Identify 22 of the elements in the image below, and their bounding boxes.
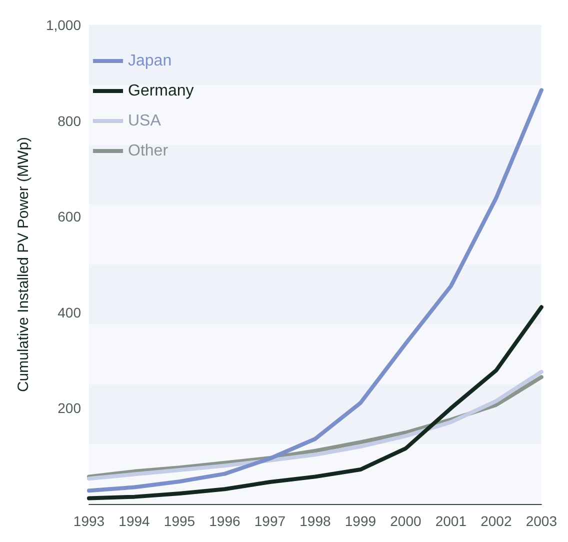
y-tick-label: 400	[58, 304, 82, 320]
legend-label: USA	[128, 112, 162, 130]
legend-label: Germany	[128, 82, 194, 100]
x-tick-label: 1998	[300, 513, 331, 529]
x-tick-label: 1996	[209, 513, 241, 529]
x-tick-label: 1995	[164, 513, 196, 529]
x-tick-label: 1999	[344, 513, 376, 529]
x-tick-label: 1997	[254, 513, 286, 529]
y-tick-label: 200	[58, 400, 82, 416]
y-tick-label: 600	[58, 208, 82, 225]
x-tick-label: 1993	[73, 513, 105, 529]
x-tick-label: 2002	[480, 513, 512, 529]
x-tick-label: 1994	[118, 513, 150, 529]
y-tick-label: 800	[58, 112, 82, 129]
x-tick-label: 2003	[526, 513, 558, 529]
x-tick-label: 2001	[435, 513, 467, 529]
line-series	[87, 305, 544, 500]
legend-label: Other	[128, 142, 169, 160]
y-axis-title: Cumulative Installed PV Power (MWp)	[15, 136, 32, 392]
y-tick-label: 1,000	[46, 17, 82, 33]
x-tick-label: 2000	[390, 513, 422, 529]
legend-label: Japan	[128, 52, 172, 70]
